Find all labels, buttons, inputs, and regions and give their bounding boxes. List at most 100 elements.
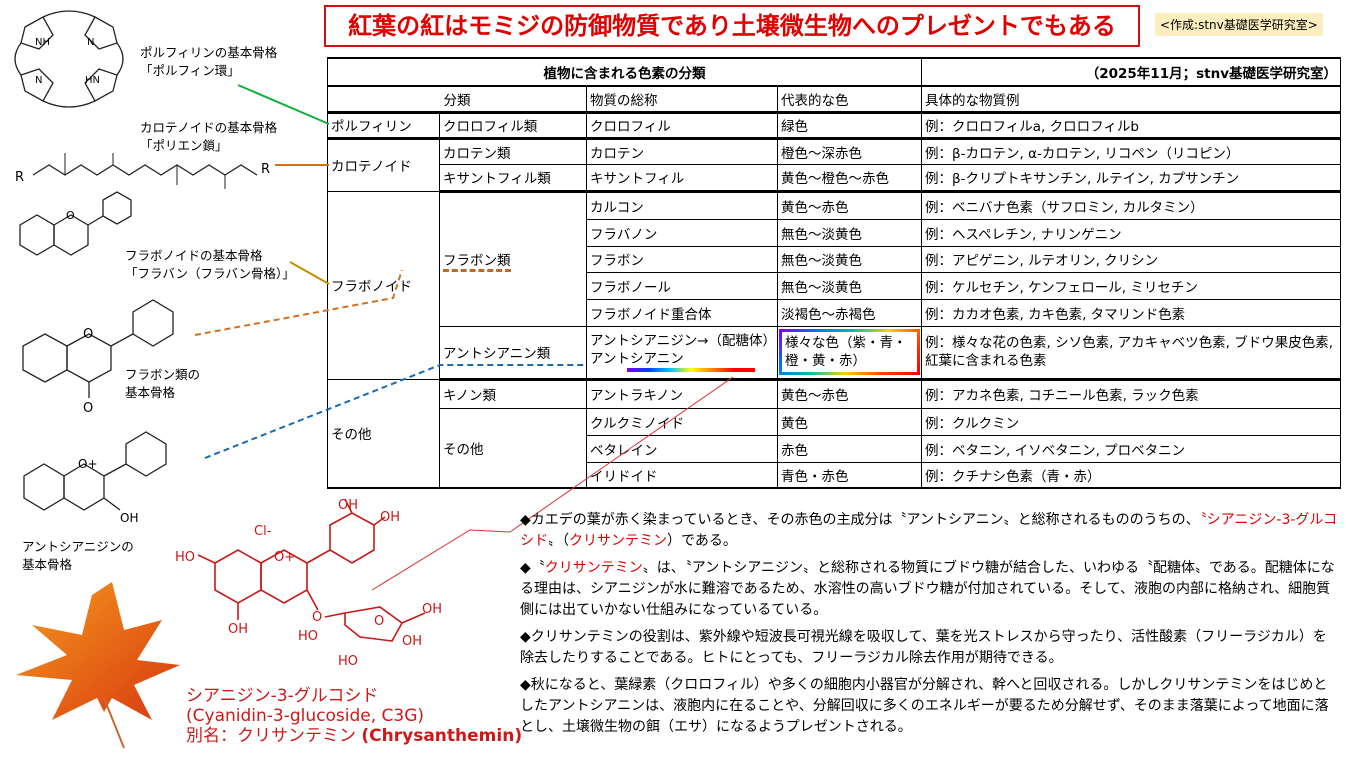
- nh-label: NH: [35, 37, 50, 48]
- generic-name: フラボノイド重合体: [586, 298, 778, 327]
- table-row: フラバノン 無色～淡黄色 例：ヘスペレチン, ナリンゲニン: [328, 218, 1341, 247]
- table-row: ポルフィリン クロロフィル類 クロロフィル 緑色 例：クロロフィルa, クロロフィルb: [327, 111, 1341, 140]
- o-plus-label: O+: [78, 457, 98, 471]
- anthocyanidin-connector: [204, 364, 586, 459]
- table-row: フラボン 無色～淡黄色 例：アピゲニン, ルテオリン, クリシン: [328, 245, 1341, 273]
- table-row: キサントフィル類 キサントフィル 黄色～橙色～赤色 例：β-クリプトキサンチン, ルテ…: [328, 163, 1341, 193]
- note-text: ）である。: [667, 533, 737, 549]
- oh-label: OH: [402, 634, 422, 649]
- label-line: 基本骨格: [22, 557, 73, 572]
- examples: 例：ヘスペレチン, ナリンゲニン: [921, 218, 1341, 247]
- flavone-label: フラボン類の 基本骨格: [125, 366, 200, 402]
- o-label: O: [83, 401, 93, 416]
- examples: 例：クチナシ色素（青・赤）: [921, 461, 1341, 489]
- porphyrin-label: ポルフィリンの基本骨格 「ポルフィン環」: [140, 44, 277, 80]
- header-examples: 具体的な物質例: [921, 85, 1341, 114]
- oh-label: OH: [120, 511, 138, 525]
- carotenoid-label: カロテノイドの基本骨格 「ポリエン鎖」: [140, 119, 277, 155]
- color: 橙色～深赤色: [777, 137, 922, 165]
- hn-label: HN: [85, 75, 100, 86]
- polyene-structure-icon: R R: [15, 153, 270, 189]
- compound-english-name: (Cyanidin-3-glucoside, C3G): [186, 706, 425, 726]
- generic-name: イリドイド: [586, 461, 778, 489]
- ho-label: HO: [175, 550, 195, 565]
- label-line: フラボン類の: [125, 367, 201, 382]
- color: 無色～淡黄色: [777, 271, 922, 300]
- pigment-classification-table: 植物に含まれる色素の分類 （2025年11月；stnv基礎医学研究室） 分類 物…: [327, 57, 1341, 489]
- credit-badge: <作成:stnv基礎医学研究室>: [1155, 13, 1323, 36]
- note-paragraph: ◆クリサンテミンの役割は、紫外線や短波長可視光線を吸収して、葉を光ストレスから守…: [520, 627, 1340, 669]
- label-line: アントシアニジンの: [22, 539, 134, 554]
- generic-name: アントシアニジン→（配糖体）アントシアニン: [586, 325, 778, 381]
- o-label: O: [312, 610, 322, 625]
- o-label: O: [66, 209, 75, 222]
- table-row: その他 キノン類 アントラキノン 黄色～赤色 例：アカネ色素, コチニール色素, ラ…: [327, 378, 1341, 489]
- flavonoid-connector: [289, 261, 330, 285]
- ho-label: HO: [338, 654, 358, 669]
- color: 黄色～赤色: [777, 190, 922, 220]
- note-text: ◆秋になると、葉緑素（クロロフィル）や多くの細胞内小器官が分解され、幹へと回収さ…: [520, 677, 1329, 735]
- page-title: 紅葉の紅はモミジの防御物質であり土壌微生物へのプレゼントでもある: [324, 5, 1140, 47]
- note-paragraph: ◆〝クリサンテミン〟は、〝アントシアニジン〟と総称される物質にブドウ糖が結合した…: [520, 558, 1340, 621]
- subclass: クロロフィル類: [439, 111, 587, 140]
- flavone-structure-icon: O O: [22, 299, 174, 416]
- color: 様々な色（紫・青・橙・黄・赤）: [777, 325, 922, 381]
- subclass: カロテン類: [439, 137, 587, 165]
- note-text: 〟は、〝アントシアニジン〟と総称される物質にブドウ糖が結合した、いわゆる〝配糖体…: [520, 560, 1335, 618]
- o-label: O: [83, 327, 93, 342]
- note-text: ◆クリサンテミンの役割は、紫外線や短波長可視光線を吸収して、葉を光ストレスから守…: [520, 629, 1327, 666]
- compound-alias: 別名：クリサンテミン (Chrysanthemin): [186, 726, 522, 746]
- rainbow-color-box: 様々な色（紫・青・橙・黄・赤）: [779, 329, 920, 375]
- note-paragraph: ◆カエデの葉が赤く染まっているとき、その赤色の主成分は〝アントシアニン〟と総称さ…: [520, 510, 1340, 552]
- color: 緑色: [777, 111, 922, 140]
- alias-english: (Chrysanthemin): [361, 726, 523, 746]
- oh-label: OH: [422, 602, 442, 617]
- cyanidin-3-glucoside-structure-icon: OH OH Cl- HO O+ OH O O OH HO OH HO: [175, 498, 442, 669]
- label-line: カロテノイドの基本骨格: [140, 120, 278, 135]
- n-label: N: [87, 37, 94, 48]
- color: 青色・赤色: [777, 461, 922, 489]
- subclass-label: フラボン類: [443, 253, 511, 272]
- subclass-anthocyanin: アントシアニン類: [439, 325, 587, 381]
- examples: 例：アカネ色素, コチニール色素, ラック色素: [921, 378, 1341, 409]
- examples: 例：アピゲニン, ルテオリン, クリシン: [921, 245, 1341, 273]
- o-label: O: [374, 614, 384, 629]
- compound-name-block: シアニジン-3-グルコシド (Cyanidin-3-glucoside, C3G…: [186, 686, 522, 746]
- compound-name: シアニジン-3-グルコシド: [186, 686, 379, 706]
- ho-label: HO: [298, 629, 318, 644]
- r-label: R: [261, 162, 270, 177]
- color: 黄色: [777, 407, 922, 436]
- anthocyanidin-label: アントシアニジンの 基本骨格: [22, 538, 134, 574]
- color: 黄色～赤色: [777, 378, 922, 409]
- examples: 例：β-クリプトキサンチン, ルテイン, カプサンチン: [921, 163, 1341, 193]
- examples: 例：ケルセチン, ケンフェロール, ミリセチン: [921, 271, 1341, 300]
- table-row: イリドイド 青色・赤色 例：クチナシ色素（青・赤）: [328, 461, 1341, 489]
- table-row: フラボノイド フラボン類 カルコン 黄色～赤色 例：ベニバナ色素（サフロミン, カル…: [327, 190, 1341, 380]
- group-flavonoid: フラボノイド: [327, 190, 440, 380]
- table-row: フラボノール 無色～淡黄色 例：ケルセチン, ケンフェロール, ミリセチン: [328, 271, 1341, 300]
- header-category: 分類: [327, 85, 587, 114]
- note-text: 〟（: [548, 533, 569, 549]
- maple-leaf-icon: [16, 582, 180, 749]
- porphyrin-connector: [237, 84, 330, 125]
- examples: 例：β-カロテン, α-カロテン, リコペン（リコピン）: [921, 137, 1341, 165]
- note-paragraph: ◆秋になると、葉緑素（クロロフィル）や多くの細胞内小器官が分解され、幹へと回収さ…: [520, 675, 1340, 738]
- flavan-structure-icon: O: [19, 191, 132, 256]
- note-text: ◆〝: [520, 560, 545, 576]
- generic-name: アントラキノン: [586, 378, 778, 409]
- oh-label: OH: [338, 498, 358, 513]
- label-line: 「フラバン（フラバン骨格）」: [125, 266, 295, 281]
- highlighted-text: クリサンテミン: [544, 560, 643, 576]
- explanation-notes: ◆カエデの葉が赤く染まっているとき、その赤色の主成分は〝アントシアニン〟と総称さ…: [520, 510, 1340, 744]
- header-generic-name: 物質の総称: [586, 85, 778, 114]
- generic-name: キサントフィル: [586, 163, 778, 193]
- color: 無色～淡黄色: [777, 245, 922, 273]
- table-row: アントシアニン類 アントシアニジン→（配糖体）アントシアニン 様々な色（紫・青・…: [328, 325, 1341, 381]
- group-other: その他: [327, 378, 440, 489]
- compound-connector: [371, 376, 734, 591]
- cl-label: Cl-: [254, 524, 272, 539]
- subclass: キサントフィル類: [439, 163, 587, 193]
- alias-label: 別名：クリサンテミン: [186, 726, 356, 746]
- header-color: 代表的な色: [777, 85, 922, 114]
- color: 淡褐色～赤褐色: [777, 298, 922, 327]
